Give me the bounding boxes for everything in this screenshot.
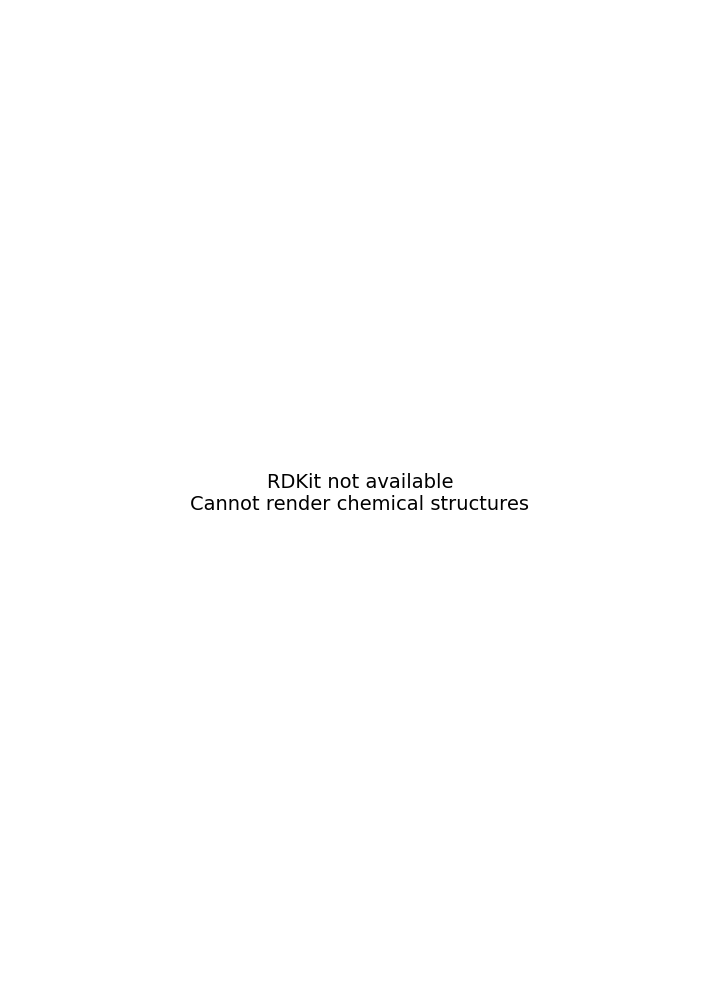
Text: RDKit not available
Cannot render chemical structures: RDKit not available Cannot render chemic… [191, 473, 529, 515]
